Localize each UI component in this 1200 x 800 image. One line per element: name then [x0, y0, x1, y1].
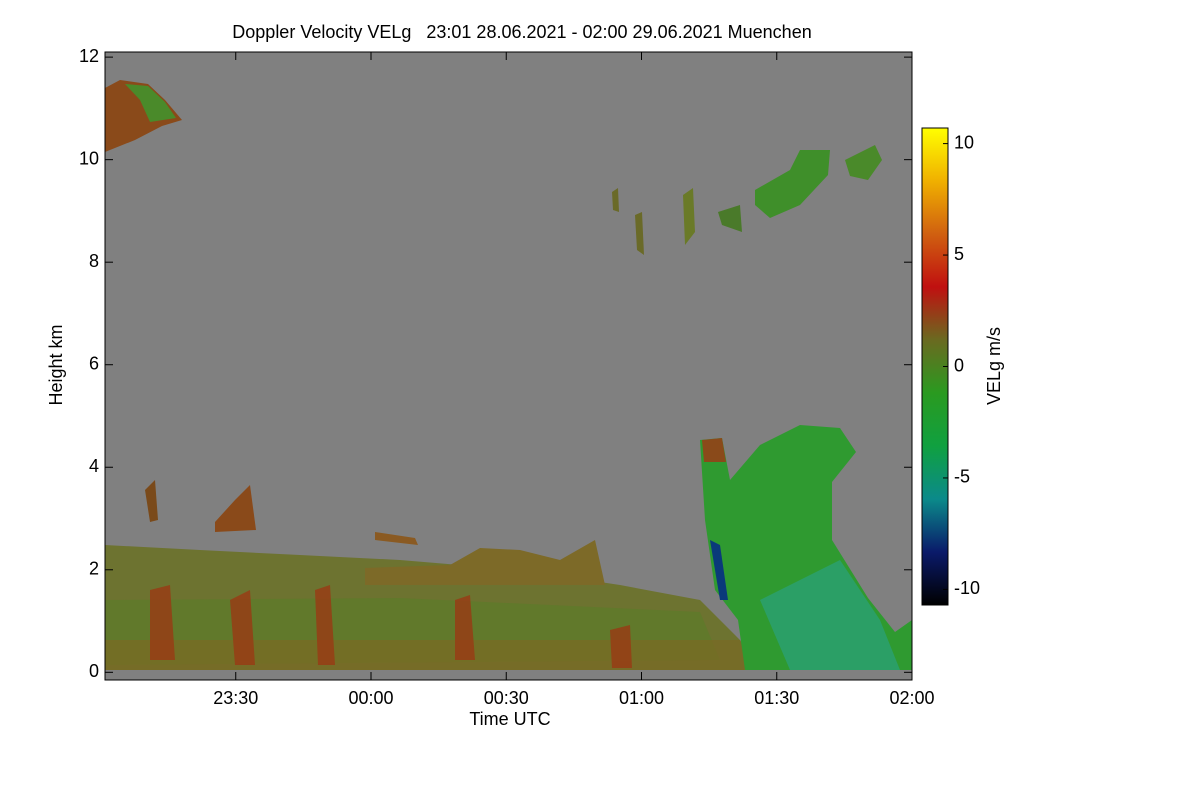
echo [702, 438, 726, 462]
colorbar-tick-label: 10 [954, 132, 974, 152]
y-axis-label: Height km [46, 324, 66, 405]
y-tick-label: 8 [89, 251, 99, 271]
x-axis-label: Time UTC [469, 709, 550, 729]
x-tick-label: 02:00 [889, 688, 934, 708]
chart-title: Doppler Velocity VELg 23:01 28.06.2021 -… [232, 22, 811, 42]
echo [375, 532, 418, 545]
y-tick-label: 2 [89, 559, 99, 579]
colorbar-tick-label: 5 [954, 244, 964, 264]
y-tick-label: 12 [79, 46, 99, 66]
x-tick-label: 23:30 [213, 688, 258, 708]
y-tick-label: 10 [79, 148, 99, 168]
echo [718, 205, 742, 232]
colorbar-tick-label: -5 [954, 467, 970, 487]
x-tick-label: 01:00 [619, 688, 664, 708]
echo [125, 84, 176, 122]
colorbar-tick-label: 0 [954, 355, 964, 375]
x-tick-label: 00:30 [484, 688, 529, 708]
echo [760, 560, 900, 670]
echo [710, 540, 728, 600]
plot-frame [104, 51, 913, 681]
echo [215, 485, 256, 532]
echo [105, 80, 182, 152]
y-tick-label: 0 [89, 661, 99, 681]
y-tick-label: 4 [89, 456, 99, 476]
x-tick-label: 01:30 [754, 688, 799, 708]
colorbar-tick-label: -10 [954, 578, 980, 598]
echo [755, 150, 830, 218]
echo [612, 188, 644, 255]
x-tick-label: 00:00 [348, 688, 393, 708]
echo [365, 540, 605, 585]
echo [145, 480, 158, 522]
echo [845, 145, 882, 180]
echo [683, 188, 695, 245]
y-tick-label: 6 [89, 353, 99, 373]
echo [105, 640, 750, 670]
colorbar-label: VELg m/s [984, 327, 1004, 405]
echo-field [105, 80, 912, 670]
echo [150, 585, 632, 668]
